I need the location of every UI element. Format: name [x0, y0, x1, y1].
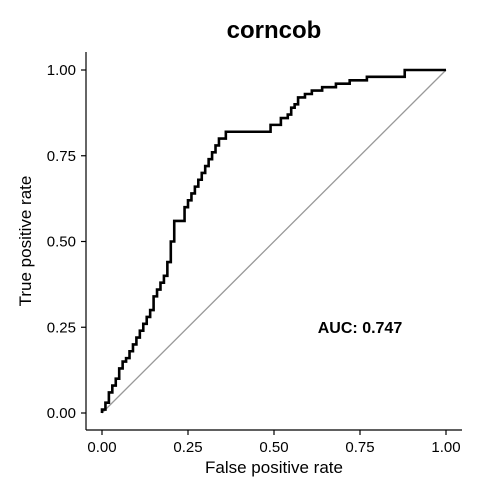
auc-annotation: AUC: 0.747	[318, 320, 403, 337]
series-group	[100, 68, 446, 413]
y-axis-ticks: 0.00 0.25 0.50 0.75 1.00	[47, 62, 86, 422]
y-tick-label: 0.00	[47, 405, 76, 422]
y-axis-label: True positive rate	[16, 176, 35, 307]
x-axis-label: False positive rate	[205, 458, 343, 477]
x-tick-label: 0.25	[173, 439, 202, 456]
roc-curve-line	[100, 68, 446, 413]
y-tick-label: 0.50	[47, 234, 76, 251]
y-tick-label: 0.75	[47, 148, 76, 165]
reference-diagonal-line	[101, 69, 447, 414]
x-tick-label: 0.00	[87, 439, 116, 456]
y-tick-label: 0.25	[47, 319, 76, 336]
y-tick-label: 1.00	[47, 62, 76, 79]
x-tick-label: 0.75	[345, 439, 374, 456]
x-axis-ticks: 0.00 0.25 0.50 0.75 1.00	[87, 430, 461, 456]
chart-title: corncob	[227, 17, 322, 44]
x-tick-label: 0.50	[259, 439, 288, 456]
x-tick-label: 1.00	[431, 439, 460, 456]
